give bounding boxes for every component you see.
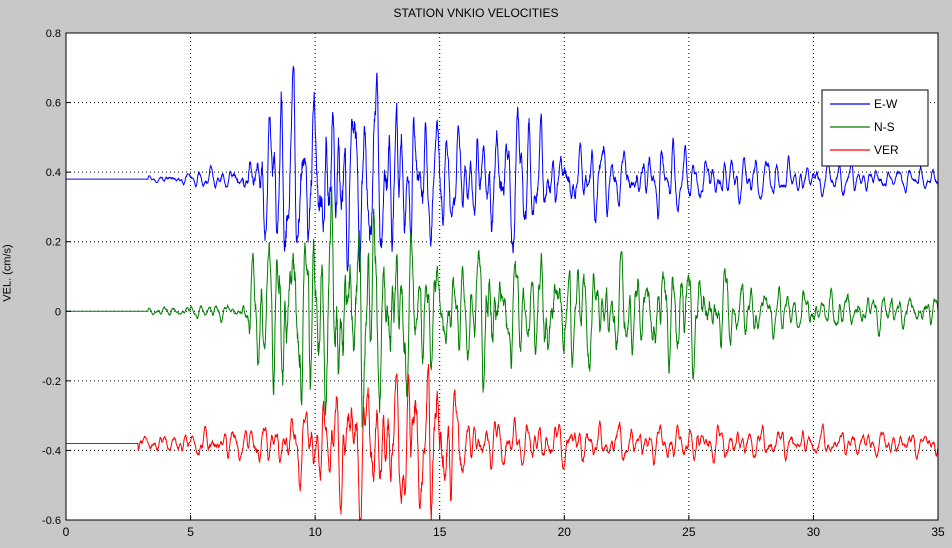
- series-line-n-s: [66, 186, 939, 430]
- y-tick-label: 0.2: [46, 237, 61, 249]
- y-tick-label: 0: [55, 306, 61, 318]
- y-tick-label: -0.6: [42, 515, 61, 527]
- y-tick-label: 0.6: [46, 98, 61, 110]
- x-tick-label: 10: [308, 525, 322, 539]
- x-tick-label: 15: [433, 525, 447, 539]
- ticks: 0 5 10 15 20 25 30 35 -0.6 -0.4 -0.2 0 0.2 0.4 0.6 0.8: [42, 28, 945, 539]
- y-tick-label: 0.4: [46, 167, 61, 179]
- x-tick-label: 30: [807, 525, 821, 539]
- legend-label: VER: [874, 143, 899, 157]
- y-tick-label: -0.4: [42, 445, 61, 457]
- series-line-e-w: [66, 65, 939, 273]
- series-group: [66, 65, 939, 521]
- x-tick-label: 25: [682, 525, 696, 539]
- legend-label: N-S: [874, 120, 895, 134]
- x-tick-label: 5: [187, 525, 194, 539]
- x-tick-label: 35: [931, 525, 945, 539]
- y-tick-label: 0.8: [46, 28, 61, 40]
- y-tick-label: -0.2: [42, 376, 61, 388]
- legend: E-W N-S VER: [821, 89, 929, 167]
- grid: [66, 33, 938, 520]
- x-tick-label: 0: [63, 525, 70, 539]
- plot-area: [66, 33, 938, 520]
- legend-label: E-W: [874, 97, 898, 111]
- plot-border: [65, 32, 939, 521]
- x-tick-label: 20: [558, 525, 572, 539]
- series-line-ver: [66, 363, 939, 521]
- chart-title: STATION VNKIO VELOCITIES: [393, 6, 559, 20]
- legend-box: [821, 89, 929, 167]
